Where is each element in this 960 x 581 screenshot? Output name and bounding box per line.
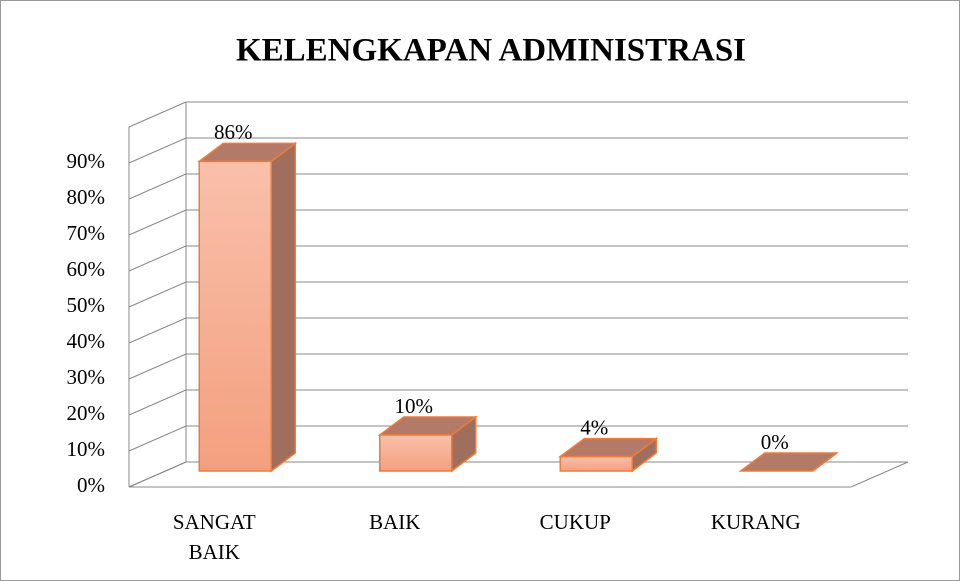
x-tick-label: BAIK — [369, 510, 421, 534]
bar — [197, 141, 298, 473]
grid-line — [128, 353, 908, 380]
grid-line — [128, 209, 908, 236]
value-label: 10% — [395, 394, 434, 418]
grid-line — [128, 173, 908, 200]
y-tick-label: 50% — [67, 293, 106, 317]
y-tick-label: 20% — [67, 401, 106, 425]
grid-line — [128, 137, 908, 164]
bar-front — [198, 160, 272, 472]
bar-side — [270, 141, 296, 473]
grid-line — [128, 245, 908, 272]
side-wall — [128, 101, 187, 487]
grid-line — [128, 317, 908, 344]
y-tick-label: 60% — [67, 257, 106, 281]
value-label: 0% — [761, 430, 789, 454]
y-tick-label: 0% — [77, 473, 105, 497]
x-tick-label: CUKUP — [539, 510, 611, 534]
x-tick-label: SANGAT BAIK — [172, 510, 256, 564]
floor — [129, 461, 909, 488]
value-label: 4% — [580, 415, 608, 439]
grid-line — [128, 281, 908, 308]
bar-top — [738, 452, 839, 472]
bar — [558, 437, 659, 473]
grid-line — [128, 461, 908, 488]
value-label: 86% — [214, 120, 253, 144]
grid-line — [128, 389, 908, 416]
y-tick-label: 40% — [67, 329, 106, 353]
y-tick-label: 90% — [67, 149, 106, 173]
bar-front — [379, 434, 453, 472]
grid-line — [128, 425, 908, 452]
y-tick-label: 30% — [67, 365, 106, 389]
y-tick-label: 80% — [67, 185, 106, 209]
x-tick-label: KURANG — [710, 510, 801, 534]
bar — [738, 452, 839, 472]
y-tick-label: 70% — [67, 221, 106, 245]
chart-title: KELENGKAPAN ADMINISTRASI — [236, 33, 746, 69]
bar-front — [559, 455, 633, 472]
bar — [377, 415, 478, 473]
y-tick-label: 10% — [67, 437, 106, 461]
